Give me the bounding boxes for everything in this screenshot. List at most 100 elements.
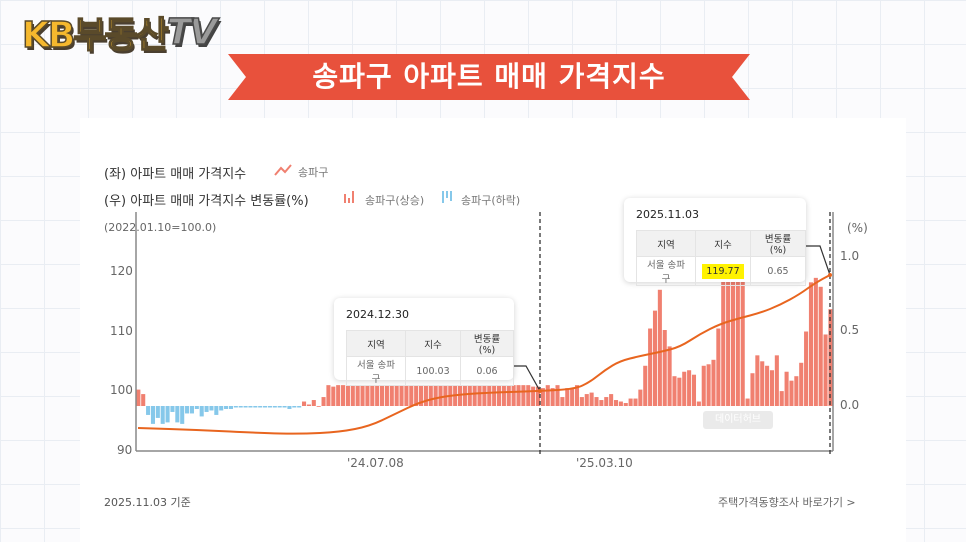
change-bar[interactable] bbox=[492, 385, 497, 406]
change-bar[interactable] bbox=[828, 309, 833, 406]
change-bar[interactable] bbox=[604, 397, 609, 406]
change-bar[interactable] bbox=[526, 385, 531, 406]
change-bar[interactable] bbox=[599, 400, 604, 406]
change-bar[interactable] bbox=[438, 385, 443, 406]
change-bar[interactable] bbox=[623, 403, 628, 406]
change-bar[interactable] bbox=[185, 406, 190, 414]
change-bar[interactable] bbox=[560, 397, 565, 406]
change-bar[interactable] bbox=[297, 406, 302, 408]
change-bar[interactable] bbox=[467, 385, 472, 406]
change-bar[interactable] bbox=[189, 406, 194, 414]
change-bar[interactable] bbox=[360, 385, 365, 406]
change-bar[interactable] bbox=[794, 376, 799, 406]
change-bar[interactable] bbox=[433, 385, 438, 406]
change-bar[interactable] bbox=[375, 385, 380, 406]
change-bar[interactable] bbox=[292, 406, 297, 408]
change-bar[interactable] bbox=[394, 385, 399, 406]
change-bar[interactable] bbox=[267, 406, 272, 408]
change-bar[interactable] bbox=[414, 385, 419, 406]
change-bar[interactable] bbox=[648, 328, 653, 406]
change-bar[interactable] bbox=[462, 385, 467, 406]
change-bar[interactable] bbox=[141, 394, 146, 406]
change-bar[interactable] bbox=[789, 380, 794, 406]
change-bar[interactable] bbox=[287, 406, 292, 409]
change-bar[interactable] bbox=[370, 385, 375, 406]
change-bar[interactable] bbox=[136, 389, 141, 406]
change-bar[interactable] bbox=[155, 406, 160, 418]
change-bar[interactable] bbox=[409, 385, 414, 406]
fall-legend-label[interactable]: 송파구(하락) bbox=[461, 194, 521, 207]
change-bar[interactable] bbox=[258, 406, 263, 408]
change-bar[interactable] bbox=[769, 370, 775, 406]
change-bar[interactable] bbox=[209, 406, 214, 411]
change-bar[interactable] bbox=[765, 365, 770, 406]
change-bar[interactable] bbox=[516, 385, 521, 406]
change-bar[interactable] bbox=[808, 282, 814, 406]
change-bar[interactable] bbox=[609, 394, 614, 406]
change-bar[interactable] bbox=[321, 397, 326, 406]
change-bar[interactable] bbox=[477, 385, 482, 406]
change-bar[interactable] bbox=[706, 364, 711, 406]
change-bar[interactable] bbox=[302, 401, 307, 406]
change-bar[interactable] bbox=[341, 385, 346, 406]
point-2024-12-30[interactable] bbox=[538, 389, 542, 393]
change-bar[interactable] bbox=[662, 330, 667, 406]
change-bar[interactable] bbox=[150, 406, 155, 424]
change-bar[interactable] bbox=[228, 406, 233, 409]
change-bar[interactable] bbox=[667, 346, 672, 406]
change-bar[interactable] bbox=[472, 385, 477, 406]
change-bar[interactable] bbox=[253, 406, 258, 408]
change-bar[interactable] bbox=[779, 391, 784, 406]
change-bar[interactable] bbox=[696, 401, 701, 406]
change-bar[interactable] bbox=[613, 400, 619, 406]
change-bar[interactable] bbox=[506, 385, 511, 406]
change-bar[interactable] bbox=[818, 286, 823, 406]
change-bar[interactable] bbox=[545, 385, 550, 406]
change-bar[interactable] bbox=[799, 362, 804, 406]
change-bar[interactable] bbox=[711, 359, 716, 406]
change-bar[interactable] bbox=[380, 385, 385, 406]
change-bar[interactable] bbox=[311, 400, 316, 406]
change-bar[interactable] bbox=[165, 406, 170, 423]
change-bar[interactable] bbox=[511, 385, 516, 406]
change-bar[interactable] bbox=[224, 406, 229, 409]
change-bar[interactable] bbox=[160, 406, 165, 424]
change-bar[interactable] bbox=[423, 385, 428, 406]
change-bar[interactable] bbox=[277, 406, 282, 408]
change-bar[interactable] bbox=[691, 374, 697, 406]
change-bar[interactable] bbox=[535, 386, 541, 406]
change-bar[interactable] bbox=[804, 331, 809, 407]
change-bar[interactable] bbox=[740, 274, 745, 406]
change-bar[interactable] bbox=[687, 370, 692, 406]
change-bar[interactable] bbox=[701, 365, 706, 406]
change-bar[interactable] bbox=[565, 388, 570, 406]
change-bar[interactable] bbox=[618, 401, 623, 406]
change-bar[interactable] bbox=[180, 406, 185, 424]
change-bar[interactable] bbox=[774, 355, 779, 406]
change-bar[interactable] bbox=[248, 406, 253, 408]
change-bar[interactable] bbox=[677, 377, 682, 406]
change-bar[interactable] bbox=[146, 406, 151, 415]
change-bar[interactable] bbox=[384, 385, 389, 406]
change-bar[interactable] bbox=[574, 385, 580, 406]
change-bar[interactable] bbox=[628, 398, 633, 406]
change-bar[interactable] bbox=[652, 310, 658, 406]
change-bar[interactable] bbox=[750, 373, 755, 406]
change-bar[interactable] bbox=[540, 388, 545, 406]
change-bar[interactable] bbox=[428, 385, 433, 406]
change-bar[interactable] bbox=[594, 397, 599, 406]
change-bar[interactable] bbox=[657, 289, 662, 406]
change-bar[interactable] bbox=[633, 398, 638, 406]
change-bar[interactable] bbox=[589, 392, 594, 406]
change-bar[interactable] bbox=[418, 385, 424, 406]
change-bar[interactable] bbox=[331, 386, 336, 406]
change-bar[interactable] bbox=[204, 406, 209, 412]
index-line[interactable] bbox=[137, 274, 831, 435]
line-series-legend-label[interactable]: 송파구 bbox=[298, 166, 329, 179]
change-bar[interactable] bbox=[531, 386, 536, 406]
change-bar[interactable] bbox=[238, 406, 243, 408]
change-bar[interactable] bbox=[579, 397, 584, 406]
change-bar[interactable] bbox=[813, 277, 818, 406]
change-bar[interactable] bbox=[726, 274, 731, 406]
